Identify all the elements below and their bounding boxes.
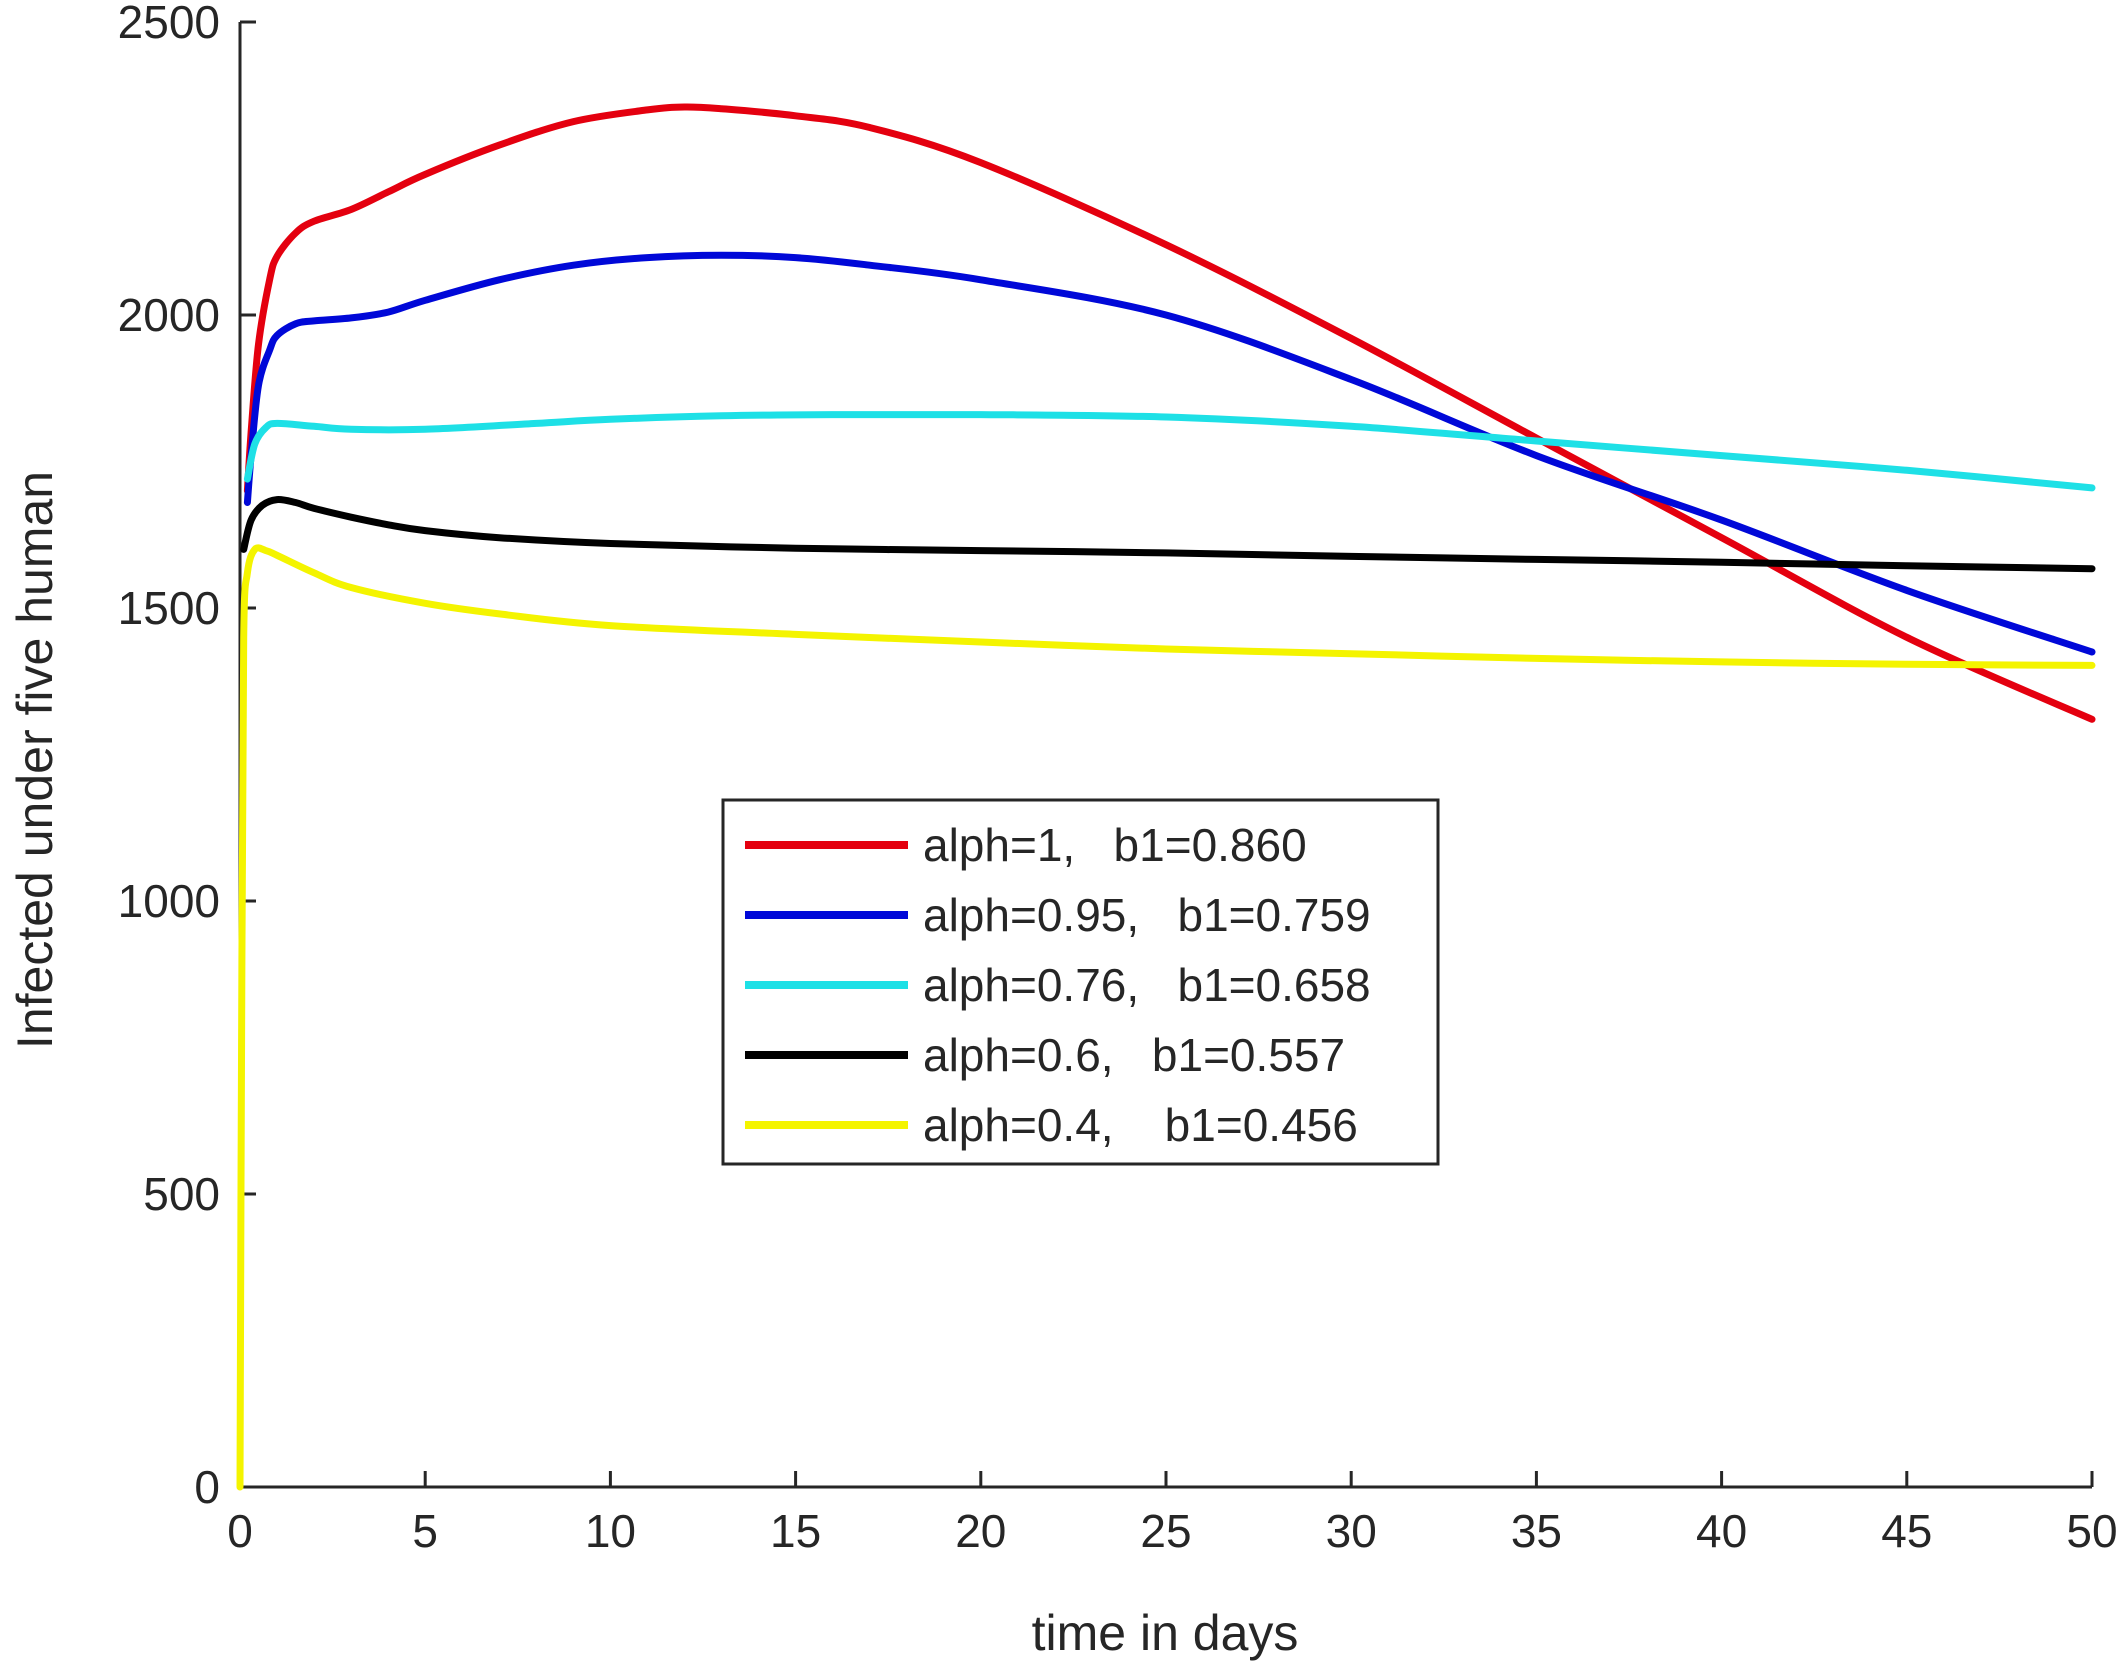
- x-tick-label: 20: [955, 1505, 1006, 1557]
- y-tick-label: 0: [194, 1461, 220, 1513]
- x-tick-label: 10: [585, 1505, 636, 1557]
- x-tick-label: 40: [1696, 1505, 1747, 1557]
- series-line-4: [240, 496, 2096, 573]
- x-axis-label: time in days: [1032, 1605, 1299, 1661]
- series-line-2: [243, 251, 2096, 656]
- y-tick-label: 2000: [118, 289, 220, 341]
- y-tick-label: 2500: [118, 0, 220, 48]
- series-line-1: [243, 103, 2096, 723]
- x-tick-label: 35: [1511, 1505, 1562, 1557]
- x-tick-label: 30: [1326, 1505, 1377, 1557]
- legend-label-1: alph=1, b1=0.860: [923, 819, 1307, 871]
- y-axis-label: Infected under five human: [7, 471, 63, 1049]
- legend-label-2: alph=0.95, b1=0.759: [923, 889, 1371, 941]
- y-tick-label: 1000: [118, 875, 220, 927]
- x-tick-label: 25: [1140, 1505, 1191, 1557]
- x-tick-label: 0: [227, 1505, 253, 1557]
- x-tick-label: 15: [770, 1505, 821, 1557]
- x-tick-label: 45: [1881, 1505, 1932, 1557]
- series-line-5: [236, 544, 2096, 1491]
- y-tick-label: 1500: [118, 582, 220, 634]
- legend: alph=1, b1=0.860 alph=0.95, b1=0.759 alph=…: [721, 798, 1440, 1166]
- legend-label-5: alph=0.4, b1=0.456: [923, 1099, 1358, 1151]
- x-tick-label: 5: [412, 1505, 438, 1557]
- series-lines: [236, 103, 2096, 1491]
- y-tick-label: 500: [143, 1168, 220, 1220]
- legend-label-3: alph=0.76, b1=0.658: [923, 959, 1371, 1011]
- legend-label-4: alph=0.6, b1=0.557: [923, 1029, 1345, 1081]
- x-tick-label: 50: [2066, 1505, 2117, 1557]
- series-line-3: [243, 410, 2096, 492]
